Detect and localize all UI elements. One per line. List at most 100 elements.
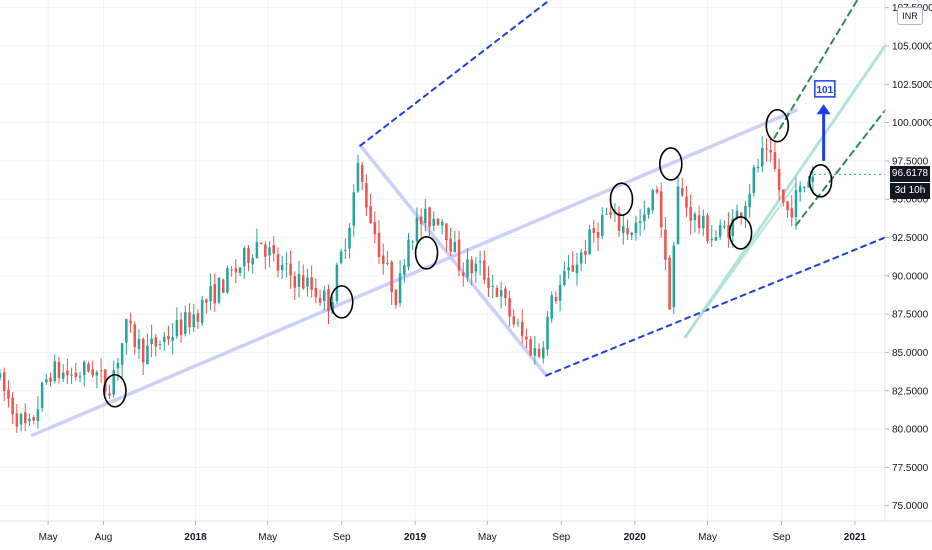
candle-body [495, 287, 499, 297]
candle [2, 367, 6, 402]
candle-body [710, 238, 713, 240]
candle-body [356, 162, 360, 192]
circle-annotation [329, 285, 354, 319]
x-tick-label: Sep [333, 532, 351, 543]
candle [651, 188, 655, 214]
candle-body [605, 213, 608, 215]
candle [794, 177, 798, 230]
candle-body [247, 247, 250, 263]
candle [200, 296, 204, 327]
candle [310, 265, 313, 298]
time-axis[interactable]: May Aug 2018 May Sep 2019 May Sep 2020 May Sep 2021 [0, 520, 932, 543]
candle [230, 266, 233, 277]
candle-body [744, 206, 747, 220]
candle [95, 370, 99, 389]
candle [723, 220, 726, 230]
candle-body [171, 336, 174, 341]
currency-badge[interactable]: INR [897, 7, 923, 25]
candle-body [445, 223, 448, 241]
candle [264, 241, 267, 270]
candle [87, 361, 90, 373]
candle-body [798, 186, 802, 193]
candle-body [179, 319, 183, 336]
y-tick-label: 102.5000 [892, 80, 932, 91]
candle [617, 206, 621, 237]
candle-body [373, 222, 377, 235]
x-tick-label: 2021 [844, 532, 867, 543]
candle [32, 414, 35, 425]
candle-body [407, 239, 410, 268]
candle-body [251, 258, 254, 265]
candle-body [706, 215, 709, 242]
candle-body [32, 417, 35, 421]
candle-body [702, 215, 705, 229]
candle [680, 177, 684, 197]
candle-body [293, 276, 297, 288]
candle-body [756, 166, 760, 168]
candle [373, 211, 377, 244]
candle-body [550, 295, 553, 319]
y-tick-label: 77.5000 [892, 463, 929, 474]
candle-body [2, 372, 6, 391]
candle [24, 403, 27, 432]
candle [289, 250, 292, 289]
candle [428, 206, 431, 237]
price-axis[interactable]: 75.0000 77.5000 80.0000 82.5000 85.0000 87.50… [884, 0, 932, 521]
candle-body [630, 232, 633, 235]
candle [436, 217, 440, 226]
circle-annotation [659, 147, 683, 181]
candle-body [53, 361, 57, 382]
candle-body [516, 322, 520, 324]
candle [112, 360, 115, 398]
candle-body [0, 373, 2, 378]
candle [377, 220, 381, 264]
candle-body [230, 269, 233, 271]
candle-body [377, 232, 381, 258]
candle [748, 184, 751, 218]
candle [499, 281, 503, 309]
candle-body [11, 397, 14, 415]
candle [647, 207, 650, 219]
candle-body [184, 312, 187, 334]
candle-body [213, 284, 217, 304]
x-tick-label: Sep [773, 532, 791, 543]
candle-body [676, 186, 680, 245]
candle-body [390, 261, 393, 292]
candle-body [584, 251, 587, 255]
candle [11, 392, 14, 425]
candle [798, 181, 802, 202]
candle-body [765, 148, 768, 150]
candle-body [154, 337, 158, 347]
candle [634, 215, 638, 241]
candle [508, 290, 511, 327]
candle-body [280, 265, 284, 271]
x-tick-label: 2020 [624, 532, 647, 543]
candle-body [112, 370, 115, 395]
candle [491, 274, 494, 298]
candle-body [520, 322, 524, 336]
candle [15, 403, 19, 433]
candle [158, 340, 162, 351]
candle-body [386, 262, 389, 264]
candle-body [638, 221, 642, 223]
candle-body [242, 248, 246, 267]
candle [466, 248, 469, 282]
candle [525, 328, 528, 349]
target-label: 101 [816, 85, 833, 96]
y-tick-label: 97.5000 [892, 156, 929, 167]
candle [710, 225, 713, 248]
candle-body [533, 348, 537, 356]
candle-body [592, 228, 596, 233]
candle-body [508, 298, 511, 317]
candle [272, 236, 276, 262]
candle-body [689, 207, 692, 221]
candle-body [285, 263, 288, 265]
candle-body [348, 227, 351, 249]
candle [453, 230, 457, 253]
candle-body [672, 245, 676, 308]
candle-body [255, 242, 259, 258]
y-tick-label: 90.0000 [892, 271, 929, 282]
candle-body [360, 164, 364, 182]
candle [765, 138, 768, 162]
